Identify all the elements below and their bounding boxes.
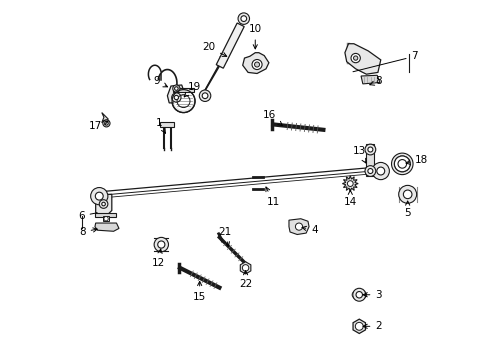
Circle shape [154,237,168,252]
Circle shape [376,167,384,175]
Circle shape [242,265,248,271]
Circle shape [394,156,409,172]
Circle shape [346,181,352,186]
Text: 11: 11 [265,187,279,207]
Bar [173,88,193,92]
Circle shape [352,288,365,301]
Polygon shape [366,144,373,176]
Circle shape [158,241,164,248]
Text: 1: 1 [156,118,165,133]
Circle shape [254,62,259,67]
Circle shape [90,188,108,205]
Text: 10: 10 [248,24,261,49]
Circle shape [364,144,375,155]
Circle shape [238,13,249,24]
Text: 9: 9 [153,76,167,87]
Circle shape [364,166,375,176]
Text: 22: 22 [239,271,252,289]
Polygon shape [352,319,365,333]
Polygon shape [240,262,250,274]
Bar [160,122,174,127]
Text: 7: 7 [352,51,417,72]
Circle shape [104,122,108,125]
Circle shape [350,53,360,63]
Bar [102,216,109,221]
Circle shape [99,200,108,208]
Polygon shape [95,223,119,231]
Circle shape [199,90,210,102]
Polygon shape [167,85,184,103]
Circle shape [172,90,195,113]
Text: 20: 20 [202,42,226,57]
Text: 19: 19 [184,82,201,97]
Circle shape [241,16,246,22]
Circle shape [391,153,412,175]
Circle shape [172,85,180,92]
Text: 16: 16 [263,111,282,126]
Polygon shape [360,75,379,84]
Bar [95,213,116,217]
Circle shape [174,87,178,90]
Polygon shape [216,23,244,68]
Circle shape [403,190,411,199]
Text: 18: 18 [405,155,427,165]
Circle shape [174,95,178,100]
Text: 3: 3 [363,290,381,300]
Circle shape [104,217,108,221]
Text: 17: 17 [89,121,108,131]
Polygon shape [344,44,380,74]
Circle shape [202,93,207,99]
Text: 15: 15 [193,282,206,302]
Circle shape [102,120,110,127]
Polygon shape [342,176,357,192]
Circle shape [95,192,103,200]
Text: 12: 12 [151,249,165,268]
Circle shape [171,93,181,102]
Polygon shape [288,219,308,234]
Text: 8: 8 [369,76,382,86]
Circle shape [367,168,372,174]
Circle shape [397,159,406,168]
Polygon shape [242,53,268,73]
Circle shape [367,147,372,152]
Polygon shape [96,194,112,216]
Text: 6: 6 [78,211,97,221]
Polygon shape [102,113,108,123]
Text: 8: 8 [79,227,97,237]
Text: 21: 21 [218,227,231,246]
Text: 14: 14 [343,190,356,207]
Circle shape [398,185,416,203]
Circle shape [173,90,193,110]
Text: 2: 2 [363,321,381,331]
Circle shape [394,156,409,172]
Text: 4: 4 [302,225,317,235]
Circle shape [371,162,388,180]
Circle shape [251,59,262,69]
Circle shape [295,223,302,230]
Circle shape [355,292,362,298]
Text: 13: 13 [352,146,365,163]
Circle shape [102,202,105,206]
Text: 5: 5 [404,201,410,218]
Circle shape [355,322,363,330]
Circle shape [353,56,357,60]
